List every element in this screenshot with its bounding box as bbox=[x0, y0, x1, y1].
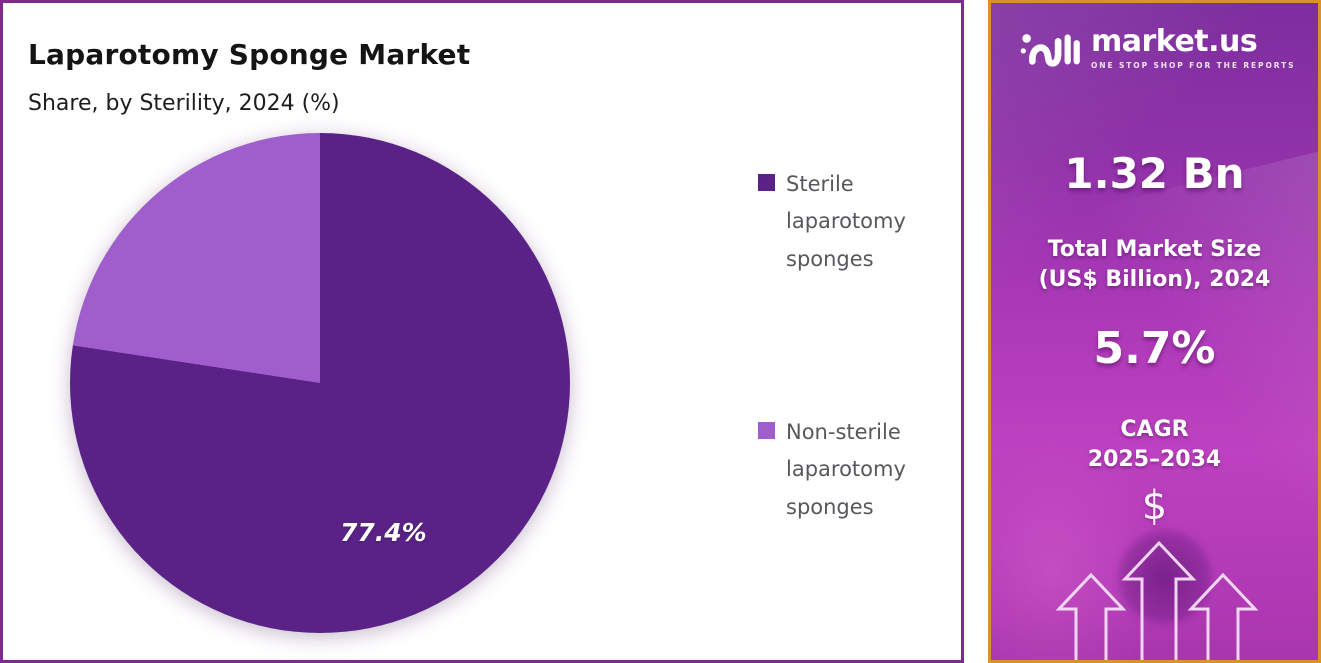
chart-panel: Laparotomy Sponge Market Share, by Steri… bbox=[0, 0, 964, 663]
legend-item-non-sterile: Non-sterile laparotomy sponges bbox=[758, 414, 948, 526]
chart-subtitle: Share, by Sterility, 2024 (%) bbox=[28, 91, 340, 117]
legend-item-sterile: Sterile laparotomy sponges bbox=[758, 166, 948, 278]
legend-label-sterile: Sterile laparotomy sponges bbox=[786, 172, 906, 271]
dollar-sign: $ bbox=[1141, 483, 1168, 529]
market-us-logo-icon bbox=[1020, 34, 1080, 67]
brand-name: market.us bbox=[1091, 23, 1258, 59]
brand-sidebar: market.us ONE STOP SHOP FOR THE REPORTS … bbox=[988, 0, 1321, 663]
pie-chart: 77.4% bbox=[70, 133, 570, 633]
legend-swatch-sterile bbox=[758, 174, 775, 191]
cagr-value: 5.7% bbox=[1093, 323, 1216, 374]
legend-label-non-sterile: Non-sterile laparotomy sponges bbox=[786, 420, 906, 519]
page-title: Laparotomy Sponge Market bbox=[28, 37, 471, 71]
pie-slice-label: 77.4% bbox=[340, 518, 427, 547]
growth-arrows-icon bbox=[1055, 540, 1259, 660]
logo: market.us ONE STOP SHOP FOR THE REPORTS bbox=[1019, 23, 1295, 73]
market-size-value: 1.32 Bn bbox=[1064, 149, 1245, 198]
cagr-label: CAGR 2025–2034 bbox=[1087, 417, 1222, 472]
brand-text: market.us ONE STOP SHOP FOR THE REPORTS bbox=[1091, 23, 1296, 70]
brand-tagline: ONE STOP SHOP FOR THE REPORTS bbox=[1091, 60, 1296, 70]
legend-swatch-non-sterile bbox=[758, 422, 775, 439]
market-size-label: Total Market Size (US$ Billion), 2024 bbox=[1038, 237, 1271, 292]
